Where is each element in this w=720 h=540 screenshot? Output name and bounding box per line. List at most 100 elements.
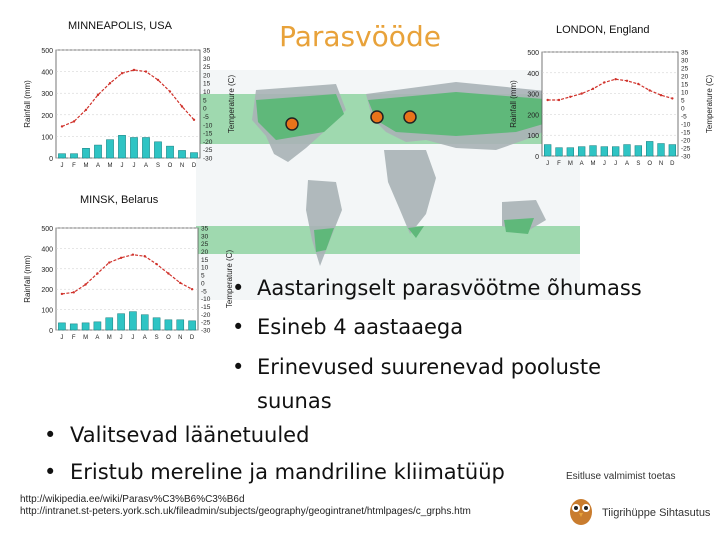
y2-axis-label: Temperature (C)	[705, 75, 714, 134]
temperature-point	[72, 291, 75, 294]
right-tick-label: 25	[201, 241, 209, 248]
right-tick-label: -25	[203, 147, 213, 154]
temperature-point	[557, 98, 561, 102]
right-tick-label: -10	[201, 296, 211, 303]
bullet-outer-1: Valitsevad läänetuuled	[70, 423, 310, 447]
month-label: M	[107, 335, 112, 341]
temperature-point	[591, 87, 595, 90]
right-tick-label: -10	[203, 122, 213, 129]
month-label: D	[190, 335, 195, 341]
rainfall-bar	[130, 137, 138, 159]
rainfall-bar	[117, 313, 125, 331]
temperature-point	[120, 72, 124, 75]
temperature-point	[96, 272, 99, 275]
left-tick-label: 100	[41, 308, 53, 315]
rainfall-bar	[69, 323, 78, 331]
month-label: O	[168, 163, 173, 169]
temperature-point	[671, 97, 674, 100]
right-tick-label: 25	[681, 66, 689, 73]
right-tick-label: 15	[201, 257, 209, 264]
month-label: J	[120, 335, 123, 341]
right-tick-label: 35	[203, 48, 211, 55]
right-tick-label: 30	[681, 58, 689, 65]
climograph-london: 500 400 300 200 100 0 35 30 25 20 15 10 5 0 -5 -10 -15 -2…	[506, 46, 718, 170]
right-tick-label: -5	[201, 288, 207, 295]
month-label: M	[108, 163, 113, 169]
month-label: O	[647, 161, 652, 167]
rainfall-bar	[140, 314, 149, 331]
right-tick-label: -30	[201, 328, 211, 335]
temperature-point	[168, 90, 172, 93]
bullet-outer-2: Eristub mereline ja mandriline kliimatüü…	[70, 460, 505, 484]
temperature-point	[580, 92, 583, 95]
y2-axis-label: Temperature (C)	[227, 75, 236, 134]
month-label: F	[557, 161, 561, 167]
month-label: N	[659, 161, 663, 167]
rainfall-bar	[152, 317, 161, 331]
right-tick-label: -5	[681, 114, 687, 121]
right-tick-label: -10	[681, 122, 691, 129]
temperature-point	[614, 78, 617, 81]
rainfall-bar	[70, 153, 78, 159]
y2-axis-label: Temperature (C)	[225, 250, 234, 309]
temperature-line	[61, 69, 195, 127]
month-label: J	[121, 163, 124, 169]
right-tick-label: 20	[203, 72, 211, 79]
temperature-point	[179, 281, 182, 285]
left-tick-label: 400	[527, 71, 539, 78]
rainfall-bar	[93, 321, 102, 331]
chart-title-london: LONDON, England	[556, 24, 650, 36]
rainfall-bar	[600, 146, 608, 157]
temperature-point	[167, 272, 170, 275]
bullet-inner-2: Esineb 4 aastaaega	[257, 315, 464, 339]
month-label: J	[60, 335, 63, 341]
source-link-2[interactable]: http://intranet.st-peters.york.sch.uk/fi…	[20, 506, 471, 517]
month-label: S	[156, 163, 160, 169]
rainfall-bar	[555, 147, 563, 157]
rainfall-bar	[634, 145, 642, 157]
rainfall-bar	[623, 144, 631, 157]
month-label: A	[625, 161, 629, 167]
right-tick-label: 0	[201, 280, 205, 287]
right-tick-label: -20	[681, 138, 691, 145]
month-label: M	[84, 163, 89, 169]
right-tick-label: -15	[201, 304, 211, 311]
month-label: M	[83, 335, 88, 341]
climograph-minneapolis: 500 400 300 200 100 0 35 30 25 20 15 10 5 0 -5 -10 -15 -2…	[20, 44, 240, 172]
right-tick-label: 30	[203, 56, 211, 63]
month-label: F	[72, 163, 76, 169]
rainfall-bar	[105, 317, 114, 331]
rainfall-bar	[82, 148, 90, 159]
source-link-1[interactable]: http://wikipedia.ee/wiki/Parasv%C3%B6%C3…	[20, 494, 245, 505]
rainfall-bar	[566, 147, 574, 157]
right-tick-label: -20	[203, 139, 213, 146]
sources: http://wikipedia.ee/wiki/Parasv%C3%B6%C3…	[20, 494, 471, 518]
left-tick-label: 0	[535, 154, 539, 161]
right-tick-label: 35	[201, 226, 209, 233]
rainfall-bar	[178, 150, 186, 159]
month-label: J	[546, 161, 549, 167]
temperature-point	[659, 94, 663, 97]
y-axis-label: Rainfall (mm)	[23, 255, 32, 303]
month-label: A	[144, 163, 148, 169]
rainfall-bar	[646, 141, 654, 157]
right-tick-label: 20	[681, 74, 689, 81]
rainfall-bar	[188, 320, 196, 331]
marker-london	[370, 110, 384, 124]
rainfall-bar	[118, 135, 126, 159]
left-tick-label: 300	[41, 267, 53, 274]
right-tick-label: -20	[201, 312, 211, 319]
rainfall-bar	[176, 319, 185, 331]
bullet-inner-1: Aastaringselt parasvöötme õhumass	[257, 276, 642, 300]
left-tick-label: 200	[41, 287, 53, 294]
left-tick-label: 100	[41, 134, 53, 141]
rainfall-bar	[612, 146, 620, 157]
bullet-inner-3: Erinevused suurenevad pooluste	[257, 355, 602, 379]
month-label: A	[143, 335, 147, 341]
temperature-point	[637, 82, 640, 86]
right-tick-label: 5	[203, 97, 207, 104]
right-tick-label: -15	[203, 131, 213, 138]
right-tick-label: 10	[681, 90, 689, 97]
owl-logo-icon	[570, 499, 592, 525]
rainfall-bar	[142, 137, 150, 159]
